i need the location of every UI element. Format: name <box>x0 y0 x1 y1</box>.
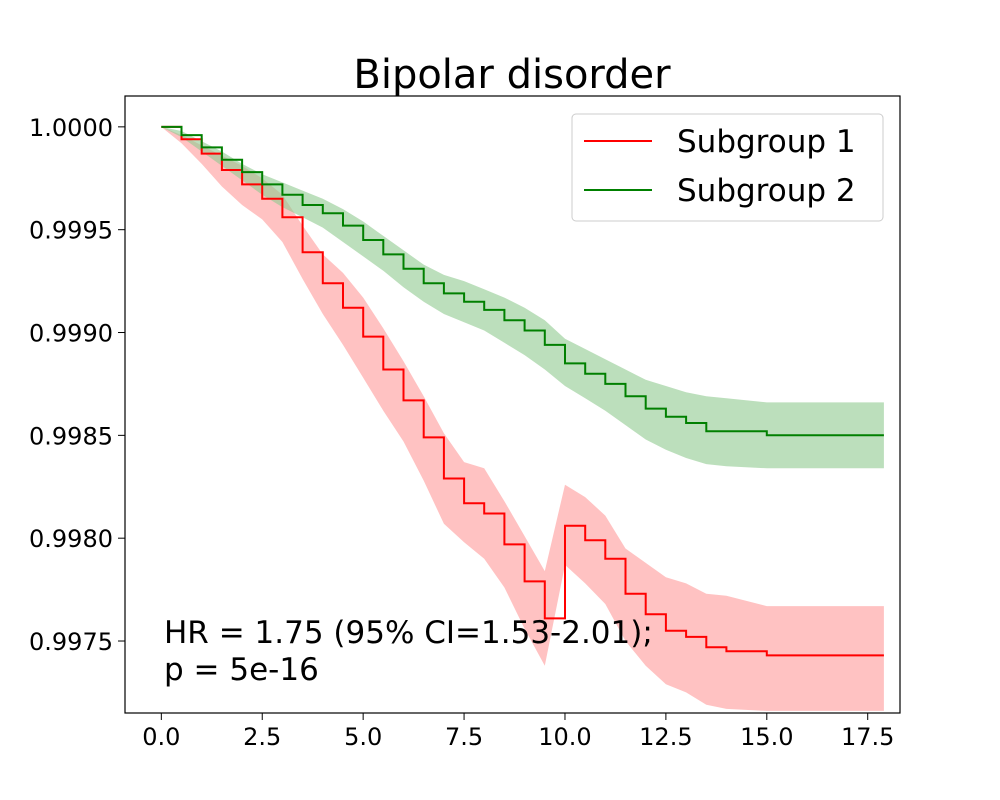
survival-line-subgroup-2 <box>161 125 884 437</box>
y-tick-label: 1.0000 <box>29 114 113 142</box>
y-tick-label: 0.9980 <box>29 525 113 553</box>
x-tick-label: 2.5 <box>243 723 281 751</box>
x-tick-label: 5.0 <box>344 723 382 751</box>
x-axis: 0.0 2.5 5.0 7.5 10.0 12.5 15.0 17.5 <box>142 713 894 751</box>
x-tick-label: 17.5 <box>841 723 894 751</box>
y-tick-label: 0.9995 <box>29 217 113 245</box>
y-axis: 0.9975 0.9980 0.9985 0.9990 0.9995 1.0000 <box>29 114 125 656</box>
y-tick-label: 0.9985 <box>29 422 113 450</box>
p-value-annotation: p = 5e-16 <box>164 652 319 688</box>
hazard-ratio-annotation: HR = 1.75 (95% CI=1.53-2.01); <box>164 615 653 651</box>
survival-lines <box>161 125 884 657</box>
y-tick-label: 0.9975 <box>29 628 113 656</box>
legend-label-subgroup-1: Subgroup 1 <box>677 124 856 160</box>
chart-title: Bipolar disorder <box>353 52 671 98</box>
x-tick-label: 7.5 <box>445 723 483 751</box>
x-tick-label: 10.0 <box>538 723 591 751</box>
x-tick-label: 15.0 <box>740 723 793 751</box>
legend: Subgroup 1 Subgroup 2 <box>571 113 884 222</box>
x-tick-label: 0.0 <box>142 723 180 751</box>
survival-line-subgroup-1 <box>161 125 884 657</box>
x-tick-label: 12.5 <box>639 723 692 751</box>
y-tick-label: 0.9990 <box>29 320 113 348</box>
plot-frame <box>124 95 901 714</box>
legend-label-subgroup-2: Subgroup 2 <box>677 173 856 209</box>
ci-band-subgroup-1 <box>161 126 884 711</box>
